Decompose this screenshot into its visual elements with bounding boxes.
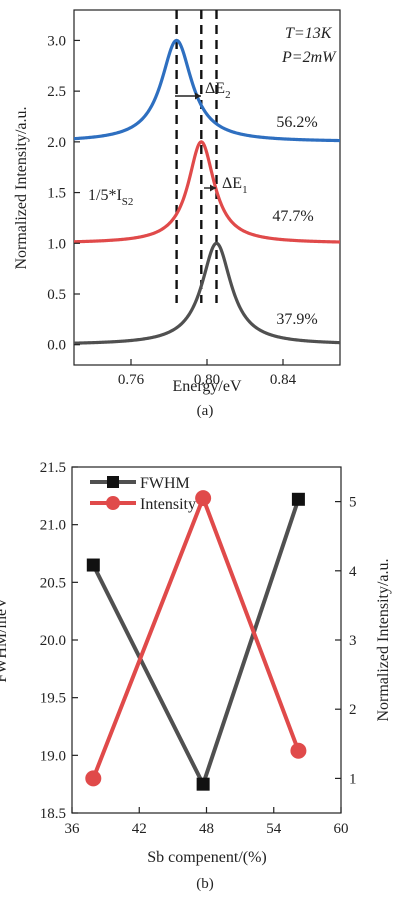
legend-label-fwhm: FWHM [140, 475, 190, 492]
x-tick-label: 60 [334, 821, 349, 837]
series-markers [85, 490, 306, 791]
intensity-marker [85, 770, 101, 786]
x-tick-label: 36 [65, 821, 81, 837]
series-label: 47.7% [272, 208, 313, 225]
y2-tick-label: 5 [349, 495, 357, 511]
x-axis-label-b: Sb compenent/(%) [147, 849, 267, 866]
x-tick-label: 0.76 [118, 372, 145, 388]
delta-e1-label: ΔE1 [222, 175, 248, 196]
series-line [93, 499, 298, 784]
series-lines [93, 498, 298, 784]
y-tick-label: 1.5 [47, 186, 66, 202]
y-axis-label-b: FWHM/meV [0, 597, 10, 683]
y-tick-label: 3.0 [47, 33, 66, 49]
y-tick-label: 19.5 [40, 691, 66, 707]
x-tick-label: 54 [266, 821, 282, 837]
y2-tick-label: 3 [349, 633, 357, 649]
temperature-label: T=13K [285, 25, 333, 42]
y-tick-label: 0.5 [47, 287, 66, 303]
x-axis-label-a: Energy/eV [172, 378, 241, 395]
caption-a: (a) [197, 403, 214, 419]
legend-label-intensity: Intensity [140, 496, 196, 513]
panel-b: 36 42 48 54 60 18.519.019.520.020.521.021.5 … [0, 460, 392, 892]
y-axis-ticks: 0.0 0.5 1.0 1.5 2.0 2.5 3.0 [47, 33, 80, 353]
fwhm-marker [292, 493, 305, 506]
intensity-marker [290, 743, 306, 759]
y-tick-label: 19.0 [40, 748, 66, 764]
y-tick-label: 21.0 [40, 518, 66, 534]
y2-tick-label: 4 [349, 564, 357, 580]
y-tick-label: 0.0 [47, 338, 66, 354]
y-tick-label: 21.5 [40, 460, 66, 476]
y2-tick-label: 2 [349, 702, 357, 718]
y-tick-label: 2.5 [47, 84, 66, 100]
fwhm-marker [87, 559, 100, 572]
legend-marker-intensity [106, 496, 120, 510]
series-line [93, 498, 298, 778]
panel-b-frame [72, 467, 341, 813]
x-tick-label: 42 [132, 821, 147, 837]
y-tick-label: 20.0 [40, 633, 66, 649]
x-tick-label: 0.84 [270, 372, 297, 388]
y-tick-label: 1.0 [47, 236, 66, 252]
scale-note: 1/5*IS2 [88, 187, 133, 208]
y2-axis-label-b: Normalized Intensity/a.u. [375, 558, 392, 721]
y2-axis-ticks-b: 1 2 3 4 5 [335, 495, 357, 788]
y2-tick-label: 1 [349, 771, 357, 787]
series-labels: 37.9% 47.7% 56.2% [272, 114, 317, 328]
x-axis-ticks-b: 36 42 48 54 60 [65, 807, 349, 837]
caption-b: (b) [196, 876, 214, 892]
y-tick-label: 20.5 [40, 575, 66, 591]
y-tick-label: 2.0 [47, 135, 66, 151]
series-label: 56.2% [276, 114, 317, 131]
delta-e2-label: ΔE2 [205, 80, 231, 101]
intensity-marker [195, 490, 211, 506]
series-label: 37.9% [276, 311, 317, 328]
power-label: P=2mW [281, 49, 337, 66]
y-axis-label-a: Normalized Intensity/a.u. [13, 106, 30, 269]
x-tick-label: 48 [199, 821, 214, 837]
spectrum-curve [74, 243, 340, 343]
legend-marker-fwhm [107, 476, 119, 488]
fwhm-marker [197, 778, 210, 791]
panel-a: 0.76 0.80 0.84 0.00.51.01.52.02.53.0 37.9%… [13, 10, 340, 419]
y-tick-label: 18.5 [40, 806, 66, 822]
legend: FWHM Intensity [90, 475, 196, 513]
